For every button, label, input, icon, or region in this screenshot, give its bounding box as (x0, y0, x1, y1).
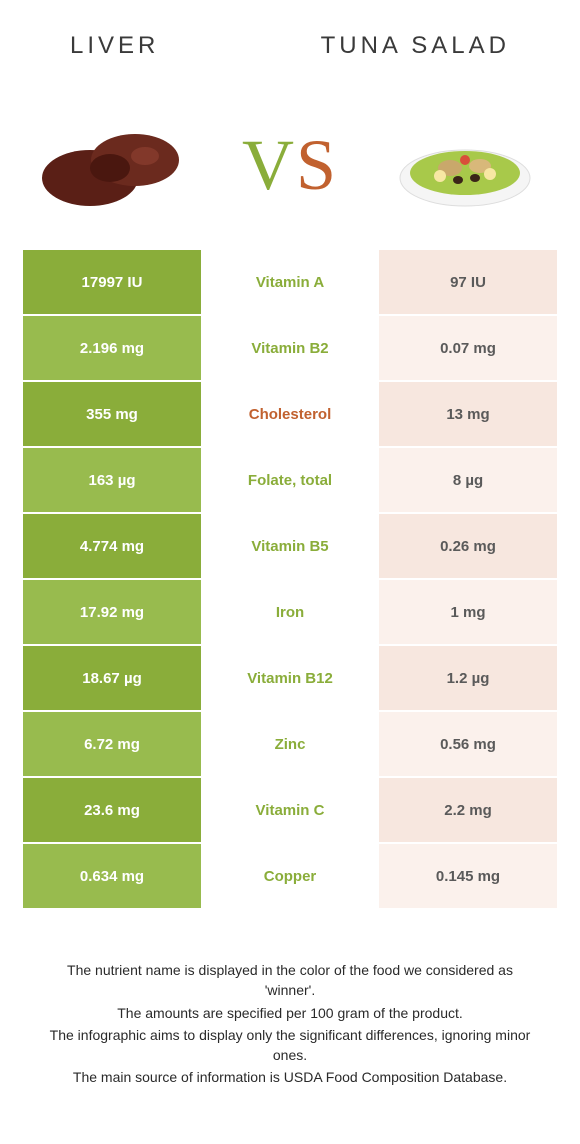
right-value-cell: 97 IU (379, 250, 557, 314)
table-row: 4.774 mgVitamin B50.26 mg (23, 514, 557, 578)
vs-s-letter: S (296, 125, 338, 205)
image-vs-row: VS (0, 80, 580, 250)
nutrient-name-cell: Vitamin B12 (201, 646, 379, 710)
right-value-cell: 0.56 mg (379, 712, 557, 776)
right-value-cell: 0.07 mg (379, 316, 557, 380)
nutrient-name-cell: Folate, total (201, 448, 379, 512)
nutrient-name-cell: Zinc (201, 712, 379, 776)
liver-icon (40, 118, 190, 213)
vs-label: VS (242, 124, 338, 207)
nutrient-name-cell: Vitamin B5 (201, 514, 379, 578)
footer-line-3: The infographic aims to display only the… (40, 1025, 540, 1066)
left-value-cell: 4.774 mg (23, 514, 201, 578)
table-row: 163 µgFolate, total8 µg (23, 448, 557, 512)
table-row: 23.6 mgVitamin C2.2 mg (23, 778, 557, 842)
right-food-title: TUNA SALAD (321, 32, 510, 60)
footer-line-4: The main source of information is USDA F… (40, 1067, 540, 1087)
nutrient-name-cell: Iron (201, 580, 379, 644)
tuna-salad-icon (390, 118, 540, 213)
table-row: 17.92 mgIron1 mg (23, 580, 557, 644)
footer-line-2: The amounts are specified per 100 gram o… (40, 1003, 540, 1023)
table-row: 6.72 mgZinc0.56 mg (23, 712, 557, 776)
right-value-cell: 2.2 mg (379, 778, 557, 842)
left-value-cell: 17997 IU (23, 250, 201, 314)
left-value-cell: 0.634 mg (23, 844, 201, 908)
liver-image (40, 110, 190, 220)
left-value-cell: 163 µg (23, 448, 201, 512)
table-row: 2.196 mgVitamin B20.07 mg (23, 316, 557, 380)
footer-notes: The nutrient name is displayed in the co… (40, 960, 540, 1090)
left-value-cell: 2.196 mg (23, 316, 201, 380)
right-value-cell: 0.26 mg (379, 514, 557, 578)
left-value-cell: 6.72 mg (23, 712, 201, 776)
right-value-cell: 8 µg (379, 448, 557, 512)
right-value-cell: 1.2 µg (379, 646, 557, 710)
left-value-cell: 23.6 mg (23, 778, 201, 842)
header-titles-row: LIVER TUNA SALAD (0, 0, 580, 60)
nutrient-comparison-table: 17997 IUVitamin A97 IU2.196 mgVitamin B2… (23, 250, 557, 910)
left-value-cell: 17.92 mg (23, 580, 201, 644)
nutrient-name-cell: Cholesterol (201, 382, 379, 446)
table-row: 17997 IUVitamin A97 IU (23, 250, 557, 314)
table-row: 18.67 µgVitamin B121.2 µg (23, 646, 557, 710)
nutrient-name-cell: Vitamin C (201, 778, 379, 842)
tuna-salad-image (390, 110, 540, 220)
vs-v-letter: V (242, 125, 296, 205)
left-value-cell: 18.67 µg (23, 646, 201, 710)
nutrient-name-cell: Vitamin A (201, 250, 379, 314)
right-value-cell: 1 mg (379, 580, 557, 644)
nutrient-name-cell: Vitamin B2 (201, 316, 379, 380)
table-row: 0.634 mgCopper0.145 mg (23, 844, 557, 908)
footer-line-1: The nutrient name is displayed in the co… (40, 960, 540, 1001)
left-food-title: LIVER (70, 32, 159, 60)
table-row: 355 mgCholesterol13 mg (23, 382, 557, 446)
nutrient-name-cell: Copper (201, 844, 379, 908)
left-value-cell: 355 mg (23, 382, 201, 446)
right-value-cell: 13 mg (379, 382, 557, 446)
right-value-cell: 0.145 mg (379, 844, 557, 908)
